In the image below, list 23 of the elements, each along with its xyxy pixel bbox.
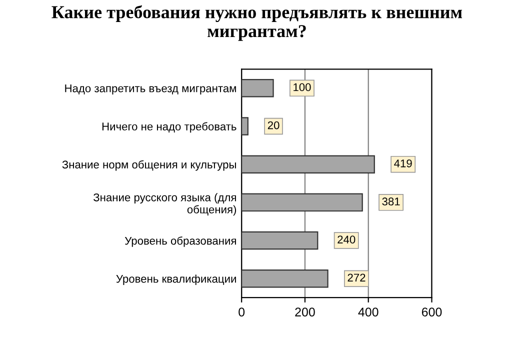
y-tick-label: Знание русского языка (для общения) — [93, 193, 236, 216]
data-label: 240 — [338, 236, 356, 244]
chart-title: Какие требования нужно предъявлять к внешним мигрантам? — [52, 5, 462, 41]
bar — [242, 269, 328, 288]
x-tick-label: 600 — [422, 308, 442, 316]
bar — [242, 193, 363, 212]
data-label: 381 — [382, 198, 400, 206]
y-tick-label: Уровень квалификации — [116, 274, 236, 285]
y-tick-label: Уровень образования — [124, 236, 236, 247]
data-label: 419 — [394, 159, 412, 168]
bar — [242, 79, 274, 98]
y-tick-label: Надо запретить въезд мигрантам — [65, 84, 236, 94]
x-tick-label: 0 — [238, 308, 245, 316]
bar — [242, 117, 248, 136]
data-label: 100 — [294, 83, 311, 92]
y-tick-label: Знание норм общения и культуры — [62, 160, 236, 171]
data-label: 272 — [348, 274, 366, 282]
bar — [242, 231, 318, 250]
bar — [242, 155, 375, 174]
x-tick-label: 400 — [358, 308, 378, 316]
x-tick-label: 200 — [295, 308, 315, 316]
data-label: 20 — [268, 121, 280, 130]
y-tick-label: Ничего не надо требовать — [102, 122, 236, 133]
